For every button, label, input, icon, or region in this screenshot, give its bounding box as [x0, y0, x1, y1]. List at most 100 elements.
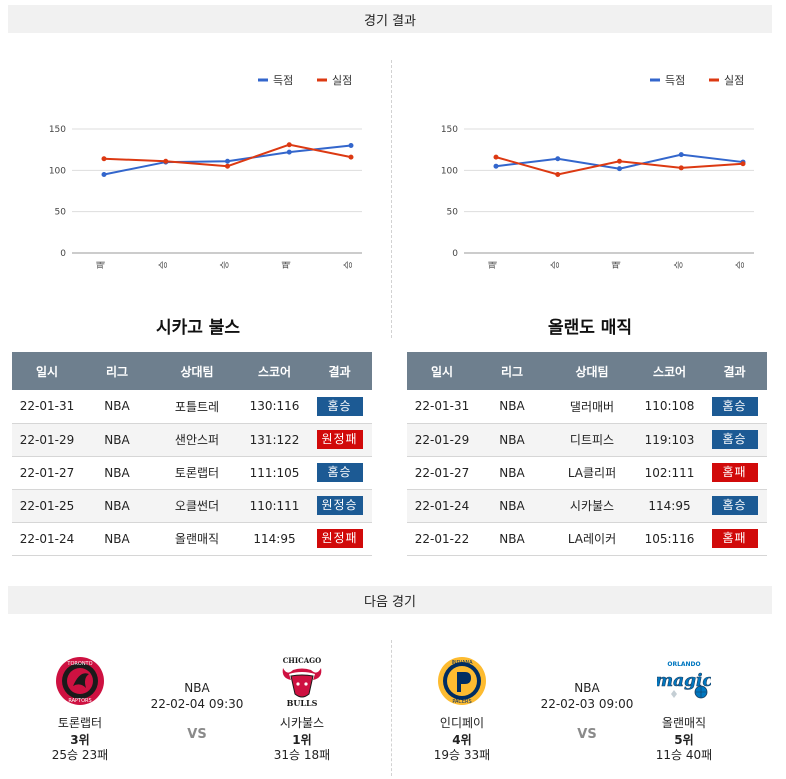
cell-date: 22-01-29: [12, 423, 82, 457]
cell-opponent: LA클리퍼: [547, 456, 637, 490]
x-tick-label: 승: [735, 261, 746, 269]
cell-score: 119:103: [637, 423, 702, 457]
next-game-card: INDIANA PACERS 인디페이 4위 19승 33패 NBA 22-02…: [402, 650, 772, 775]
table-row: 22-01-31 NBA 포틀트레 130:116 홈승: [12, 390, 372, 424]
svg-text:ORLANDO: ORLANDO: [667, 661, 700, 668]
cell-league: NBA: [82, 456, 152, 490]
header-league: 리그: [477, 352, 547, 390]
cell-league: NBA: [477, 456, 547, 490]
cell-result: 홈승: [307, 456, 372, 490]
cell-score: 105:116: [637, 522, 702, 556]
raptors-logo-icon: TORONTO RAPTORS: [56, 657, 104, 705]
x-tick-label: 승: [673, 261, 684, 269]
away-team: TORONTO RAPTORS 토론랩터 3위 25승 23패: [30, 650, 130, 763]
right-team-name: 올랜도 매직: [547, 318, 633, 338]
right-team-score-chart: 득점 실점 0 50 100 150 패 승 패 승 승: [441, 74, 754, 269]
cell-score: 114:95: [242, 522, 307, 556]
right-team-results-table: 일시 리그 상대팀 스코어 결과 22-01-31 NBA 댈러매버 110:108 홈…: [407, 352, 767, 556]
cell-opponent: 토론랩터: [152, 456, 242, 490]
vs-label: VS: [187, 727, 207, 742]
y-tick-label: 150: [49, 125, 66, 135]
table-row: 22-01-24 NBA 올랜매직 114:95 원정패: [12, 522, 372, 556]
column-divider: [391, 60, 392, 338]
home-team-record: 31승 18패: [273, 748, 331, 762]
results-section-title: 경기 결과: [364, 13, 416, 29]
legend-allowed-label: 실점: [724, 74, 744, 87]
score-data-point: [101, 171, 107, 177]
cell-result: 홈승: [702, 489, 767, 523]
game-datetime: 22-02-04 09:30: [150, 697, 244, 711]
allowed-data-point: [286, 142, 292, 148]
header-score: 스코어: [242, 352, 307, 390]
cell-date: 22-01-24: [407, 489, 477, 523]
y-tick-label: 100: [441, 166, 458, 176]
cell-league: NBA: [82, 522, 152, 556]
legend-allowed-label: 실점: [332, 74, 352, 87]
away-team-rank: 3위: [70, 733, 90, 747]
away-team-record: 19승 33패: [433, 748, 491, 762]
cell-score: 110:108: [637, 390, 702, 424]
result-badge: 원정승: [316, 496, 363, 515]
away-team: INDIANA PACERS 인디페이 4위 19승 33패: [412, 650, 512, 763]
cell-result: 원정승: [307, 489, 372, 523]
table-header-row: 일시 리그 상대팀 스코어 결과: [407, 352, 767, 390]
home-team-name: 올랜매직: [661, 716, 707, 730]
header-league: 리그: [82, 352, 152, 390]
left-team-name: 시카고 불스: [155, 318, 241, 338]
cell-opponent: 포틀트레: [152, 390, 242, 424]
y-tick-label: 100: [49, 166, 66, 176]
allowed-data-point: [617, 158, 622, 164]
result-badge: 홈승: [316, 396, 363, 416]
away-team-record: 25승 23패: [51, 748, 109, 762]
table-row: 22-01-31 NBA 댈러매버 110:108 홈승: [407, 390, 767, 424]
x-tick-label: 승: [158, 261, 169, 269]
cell-score: 131:122: [242, 423, 307, 457]
y-tick-label: 50: [447, 208, 459, 218]
home-team-rank: 1위: [292, 733, 312, 747]
score-data-point: [617, 166, 622, 172]
svg-text:BULLS: BULLS: [287, 698, 318, 708]
game-datetime: 22-02-03 09:00: [540, 697, 634, 711]
cell-score: 130:116: [242, 390, 307, 424]
header-opponent: 상대팀: [152, 352, 242, 390]
allowed-data-point: [225, 163, 230, 169]
cell-league: NBA: [477, 489, 547, 523]
column-divider: [391, 640, 392, 776]
allowed-data-point: [555, 171, 561, 177]
cell-result: 홈승: [702, 423, 767, 457]
game-league: NBA: [184, 681, 210, 695]
away-team-name: 토론랩터: [57, 716, 103, 730]
allowed-data-point: [348, 154, 354, 160]
allowed-data-point: [740, 161, 746, 167]
x-tick-label: 패: [281, 261, 292, 269]
cell-date: 22-01-25: [12, 489, 82, 523]
game-league: NBA: [574, 681, 600, 695]
game-info: NBA 22-02-04 09:30: [142, 680, 252, 712]
allowed-data-point: [101, 156, 107, 162]
x-tick-label: 패: [96, 261, 107, 269]
y-tick-label: 50: [55, 208, 67, 218]
cell-result: 홈승: [307, 390, 372, 424]
svg-text:INDIANA: INDIANA: [451, 660, 473, 666]
table-row: 22-01-22 NBA LA레이커 105:116 홈패: [407, 522, 767, 556]
y-tick-label: 150: [441, 125, 458, 135]
result-badge: 홈승: [316, 463, 363, 482]
allowed-data-point: [163, 158, 169, 164]
table-header-row: 일시 리그 상대팀 스코어 결과: [12, 352, 372, 390]
result-badge: 홈승: [711, 396, 758, 416]
cell-date: 22-01-24: [12, 522, 82, 556]
home-team-record: 11승 40패: [655, 748, 713, 762]
score-data-point: [678, 152, 684, 158]
cell-opponent: 올랜매직: [152, 522, 242, 556]
results-section-header: 경기 결과: [8, 5, 772, 33]
result-badge: 홈패: [711, 463, 758, 482]
svg-text:TORONTO: TORONTO: [66, 661, 92, 667]
score-data-point: [555, 156, 561, 162]
table-row: 22-01-27 NBA LA클리퍼 102:111 홈패: [407, 456, 767, 490]
header-date: 일시: [12, 352, 82, 390]
cell-result: 홈승: [702, 390, 767, 424]
result-badge: 홈패: [711, 529, 758, 548]
table-row: 22-01-24 NBA 시카불스 114:95 홈승: [407, 489, 767, 523]
header-date: 일시: [407, 352, 477, 390]
cell-league: NBA: [477, 423, 547, 457]
